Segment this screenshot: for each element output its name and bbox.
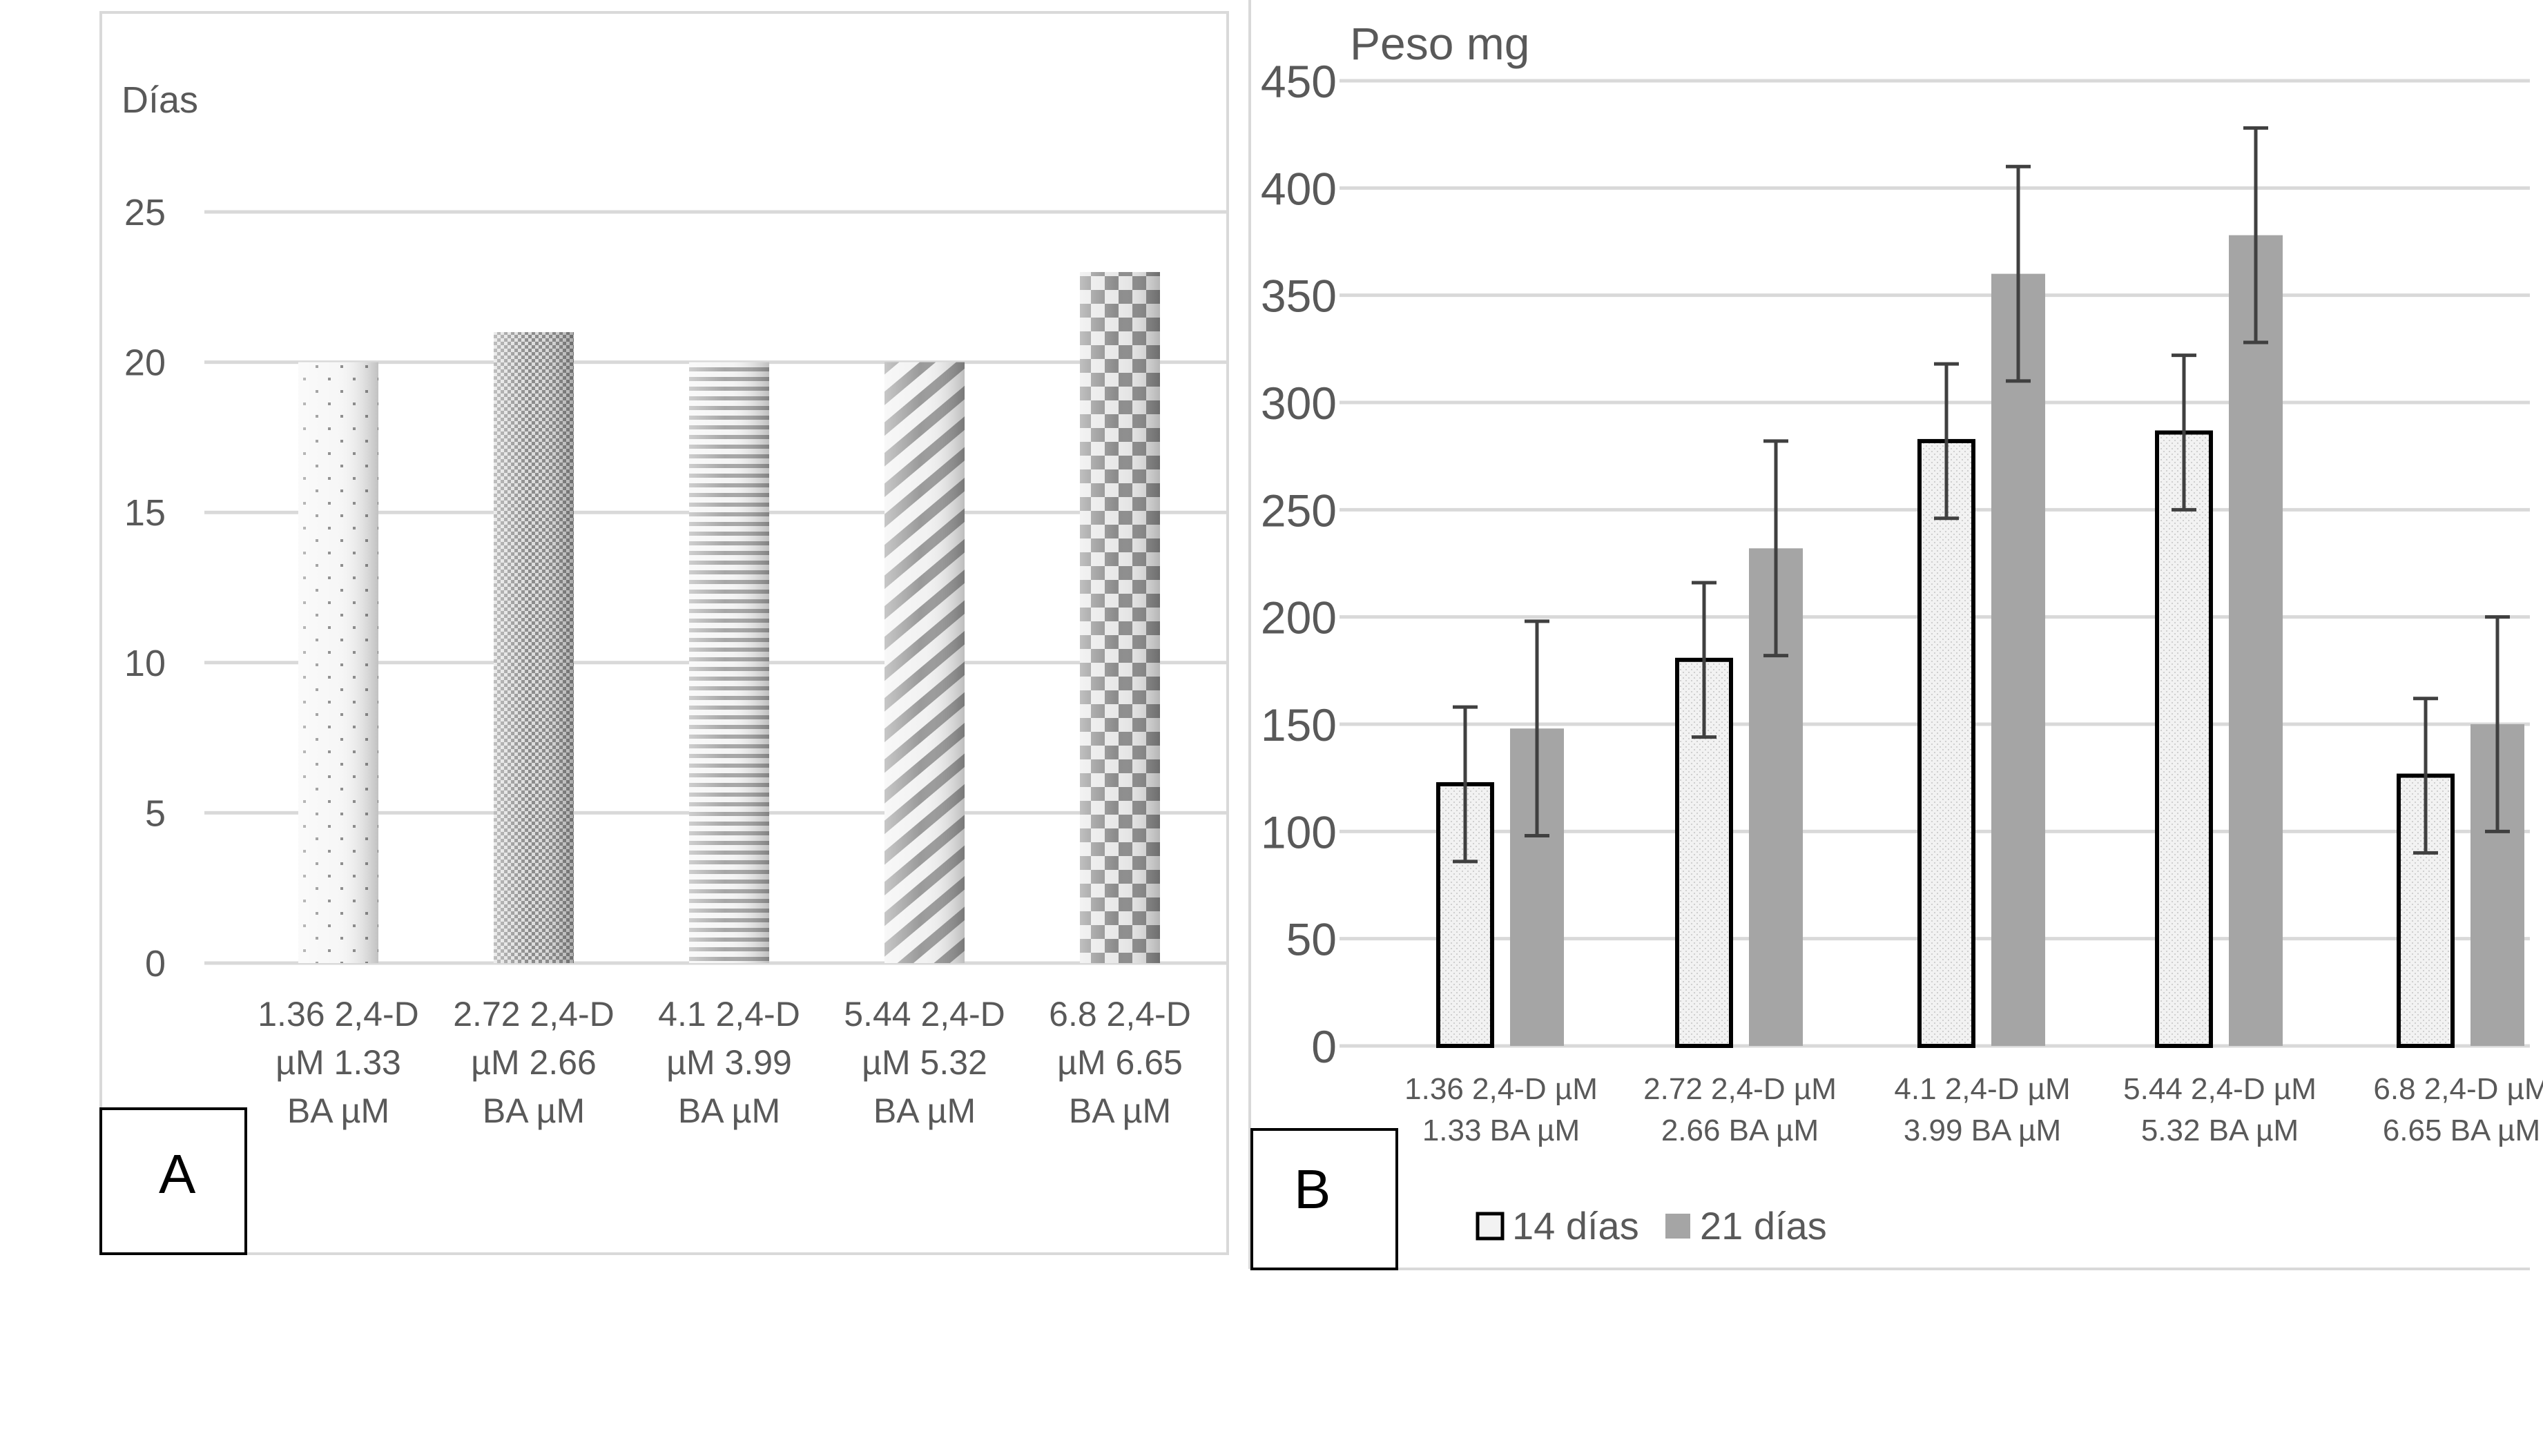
chart-b-y-tick-label: 200 [1261, 592, 1337, 643]
chart-b-y-tick-label: 450 [1261, 56, 1337, 107]
chart-a-category-label: BA µM [873, 1091, 976, 1130]
chart-b-category-label: 2.72 2,4-D µM [1643, 1072, 1837, 1106]
chart-b-y-tick-label: 50 [1286, 914, 1337, 965]
chart-b-y-label: Peso mg [1350, 18, 1529, 69]
chart-a-frame [99, 11, 1229, 1255]
chart-a-category-label: BA µM [483, 1091, 585, 1130]
legend-label-21: 21 días [1700, 1204, 1827, 1248]
chart-a-category-label: BA µM [678, 1091, 780, 1130]
chart-b-category-label: 1.36 2,4-D µM [1404, 1072, 1598, 1106]
legend-swatch-14 [1476, 1212, 1505, 1241]
chart-a-category-label: µM 3.99 [666, 1043, 792, 1082]
chart-a-category-label: 4.1 2,4-D [658, 995, 800, 1033]
chart-b-bar-21 [2229, 235, 2283, 1047]
chart-b-y-ticks: 0 50 100 150 200 250 300 350 400 450 [1261, 56, 1337, 1072]
chart-b-y-tick-label: 300 [1261, 378, 1337, 429]
chart-a-category-label: µM 1.33 [275, 1043, 401, 1082]
panel-a-label: A [159, 1143, 196, 1205]
chart-b-y-tick-label: 150 [1261, 699, 1337, 750]
chart-a-category-label: µM 6.65 [1057, 1043, 1183, 1082]
chart-a-y-tick-label: 15 [124, 492, 166, 534]
chart-a-bar-shading [689, 362, 769, 963]
chart-b-y-tick-label: 0 [1311, 1021, 1337, 1072]
chart-a-y-tick-label: 20 [124, 342, 166, 384]
chart-b-category-label: 5.32 BA µM [2141, 1114, 2299, 1147]
chart-b-category-label: 5.44 2,4-D µM [2123, 1072, 2317, 1106]
chart-a-category-label: 1.36 2,4-D [258, 995, 418, 1033]
chart-b-category-label: 1.33 BA µM [1422, 1114, 1580, 1147]
chart-a-bars [298, 272, 1160, 964]
chart-a-y-tick-label: 5 [145, 793, 166, 834]
chart-b-bar-14 [2155, 430, 2213, 1048]
chart-a-bar-shading [298, 362, 378, 963]
chart-b-category-label: 2.66 BA µM [1661, 1114, 1819, 1147]
chart-a: 0 5 10 15 20 25 Días 1.36 2,4-D µM 1.33 BA µM 2.… [99, 11, 1229, 1255]
chart-b-categories: 1.36 2,4-D µM 1.33 BA µM 2.72 2,4-D µM 2.66… [1404, 1072, 2543, 1147]
panel-a-label-box [99, 1107, 247, 1255]
chart-b-category-label: 6.65 BA µM [2383, 1114, 2540, 1147]
chart-b-bars [1436, 235, 2524, 1049]
chart-b-category-label: 3.99 BA µM [1904, 1114, 2061, 1147]
panel-b-label-box [1250, 1128, 1398, 1270]
chart-a-category-label: 2.72 2,4-D [453, 995, 614, 1033]
legend-label-14: 14 días [1512, 1204, 1639, 1248]
chart-a-category-label: BA µM [1069, 1091, 1171, 1130]
chart-b-category-label: 6.8 2,4-D µM [2373, 1072, 2543, 1106]
chart-b: 0 50 100 150 200 250 300 350 400 450 Peso mg 1.36… [1248, 0, 2543, 1270]
chart-b-bar-14 [1917, 438, 1975, 1048]
chart-a-bar-shading [1080, 272, 1160, 963]
chart-a-categories: 1.36 2,4-D µM 1.33 BA µM 2.72 2,4-D µM 2.66 B… [258, 995, 1191, 1130]
chart-a-category-label: µM 2.66 [471, 1043, 597, 1082]
chart-a-y-ticks: 0 5 10 15 20 25 [124, 192, 166, 984]
panel-b-label: B [1294, 1158, 1331, 1220]
chart-a-bar-shading [884, 362, 965, 963]
chart-b-error-bars [1453, 126, 2510, 864]
chart-a-y-tick-label: 10 [124, 643, 166, 684]
chart-a-category-label: µM 5.32 [862, 1043, 987, 1082]
legend-swatch-21 [1665, 1214, 1690, 1239]
chart-b-y-tick-label: 350 [1261, 271, 1337, 322]
chart-b-y-tick-label: 400 [1261, 163, 1337, 214]
chart-b-legend: 14 días 21 días [1476, 1204, 1827, 1248]
chart-a-category-label: 5.44 2,4-D [844, 995, 1005, 1033]
chart-b-y-tick-label: 250 [1261, 485, 1337, 536]
chart-a-category-label: 6.8 2,4-D [1049, 995, 1191, 1033]
chart-b-y-tick-label: 100 [1261, 806, 1337, 857]
chart-a-bar-shading [494, 332, 574, 964]
chart-a-y-tick-label: 25 [124, 192, 166, 233]
chart-a-y-label: Días [122, 79, 198, 121]
chart-b-category-label: 4.1 2,4-D µM [1894, 1072, 2070, 1106]
chart-a-y-tick-label: 0 [145, 943, 166, 984]
chart-a-category-label: BA µM [287, 1091, 389, 1130]
chart-b-bar-21 [1991, 273, 2045, 1047]
